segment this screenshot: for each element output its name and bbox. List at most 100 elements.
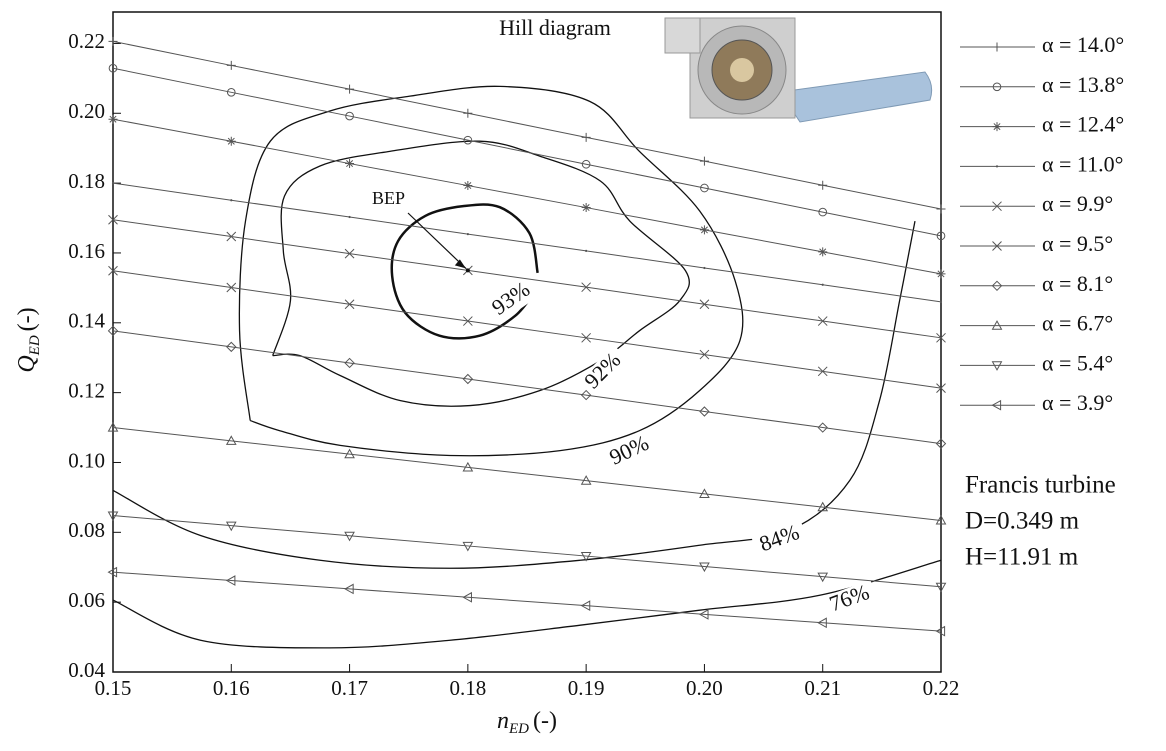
y-tick-label: 0.08: [68, 518, 105, 542]
marker: [466, 232, 469, 236]
contour-label-bg: [577, 345, 631, 399]
marker: [935, 514, 947, 525]
x-axis-label: nED (-): [497, 708, 557, 738]
marker: [817, 501, 829, 512]
marker: [230, 199, 233, 202]
marker: [107, 422, 119, 432]
x-tick-label: 0.22: [923, 676, 960, 700]
marker: [585, 249, 588, 252]
marker: [463, 108, 473, 118]
marker: [462, 541, 474, 552]
x-tick-label: 0.18: [449, 676, 486, 700]
marker: [463, 135, 473, 145]
contour-line: [112, 221, 916, 569]
marker: [225, 575, 236, 586]
marker: [344, 531, 355, 542]
marker: [226, 282, 237, 293]
vane-line: [112, 40, 942, 210]
y-tick-label: 0.20: [68, 99, 105, 123]
legend-marker: [991, 399, 1002, 411]
contour-line: [238, 85, 744, 457]
contour-label: 76%: [826, 579, 872, 616]
marker: [580, 600, 591, 612]
y-tick-label: 0.18: [68, 169, 105, 193]
y-tick-label: 0.06: [68, 588, 105, 612]
marker: [226, 60, 236, 70]
marker: [817, 366, 828, 377]
marker: [462, 373, 474, 385]
legend-marker: [995, 165, 999, 168]
marker: [108, 36, 118, 46]
contour-label-bg: [483, 275, 541, 325]
marker: [699, 349, 710, 360]
y-axis-label: QED (-): [14, 307, 44, 372]
marker: [935, 625, 946, 637]
marker: [108, 63, 118, 73]
marker: [108, 114, 118, 124]
marker: [818, 247, 828, 257]
contour-line: [272, 140, 690, 407]
x-label-unit: (-): [533, 708, 557, 734]
y-label-main: Q: [14, 355, 40, 372]
marker: [580, 551, 592, 562]
bep-point: [465, 268, 470, 273]
contour-label: 84%: [756, 519, 802, 556]
marker: [817, 617, 827, 629]
legend-marker: [992, 201, 1002, 212]
marker: [344, 248, 355, 259]
marker: [344, 583, 354, 595]
legend-label: α = 12.4°: [1042, 112, 1124, 137]
x-tick-label: 0.17: [331, 676, 368, 700]
legend-label: α = 9.9°: [1042, 191, 1113, 216]
x-tick-label: 0.15: [95, 676, 132, 700]
x-tick-label: 0.20: [686, 676, 723, 700]
marker: [936, 269, 946, 279]
contour-label-bg: [751, 519, 809, 561]
legend-label: α = 6.7°: [1042, 311, 1113, 336]
x-label-main: n: [497, 708, 509, 734]
vane-line: [112, 219, 942, 339]
legend-label: α = 13.8°: [1042, 72, 1124, 97]
marker: [939, 300, 943, 303]
marker: [698, 609, 709, 620]
marker: [345, 159, 355, 169]
marker: [703, 266, 706, 270]
legend-marker: [991, 280, 1003, 292]
legend-label: α = 5.4°: [1042, 350, 1113, 375]
x-tick-label: 0.19: [568, 676, 605, 700]
legend-label: α = 8.1°: [1042, 271, 1113, 296]
bep-arrow: [407, 212, 467, 269]
marker: [936, 383, 946, 393]
y-label-sub: ED: [27, 335, 43, 356]
marker: [817, 422, 828, 433]
marker: [107, 511, 119, 522]
marker: [580, 389, 592, 401]
marker: [111, 182, 115, 185]
marker: [936, 231, 946, 241]
vane-line: [112, 67, 942, 237]
marker: [817, 316, 828, 326]
marker: [699, 156, 709, 166]
vane-line: [112, 118, 942, 275]
plot-frame: [112, 11, 942, 673]
legend-label: α = 11.0°: [1042, 151, 1123, 176]
marker: [107, 566, 118, 578]
marker: [699, 225, 709, 235]
marker: [463, 181, 473, 191]
y-tick-label: 0.16: [68, 239, 105, 263]
x-tick-label: 0.21: [804, 676, 841, 700]
marker: [462, 591, 472, 603]
marker: [818, 180, 828, 190]
contour-line: [112, 559, 942, 649]
marker: [699, 299, 710, 310]
y-tick-label: 0.10: [68, 448, 105, 472]
marker: [462, 461, 474, 472]
vane-line: [112, 182, 942, 303]
vane-line: [112, 515, 942, 588]
contour-label-bg: [601, 430, 659, 474]
y-tick-label: 0.12: [68, 378, 105, 402]
vane-line: [112, 330, 942, 445]
vane-line: [112, 427, 942, 521]
marker: [225, 435, 237, 445]
